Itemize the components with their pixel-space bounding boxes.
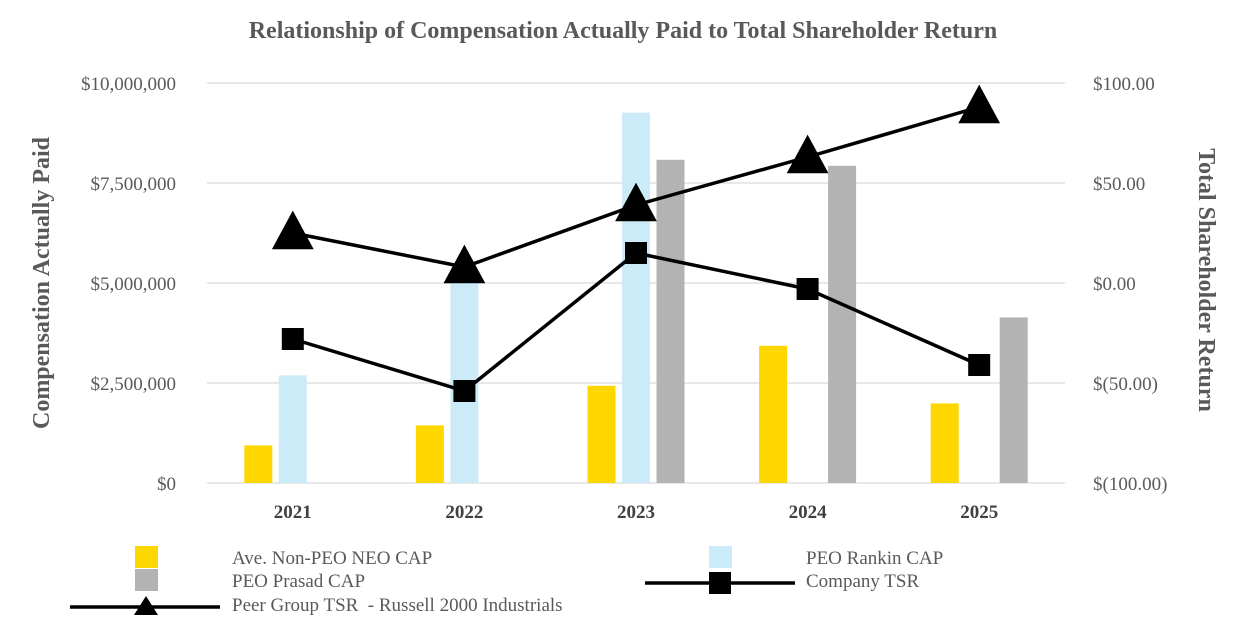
x-tick-label: 2021 bbox=[274, 502, 312, 523]
y-tick-left: $10,000,000 bbox=[81, 74, 176, 95]
peer-tsr-marker bbox=[786, 134, 829, 174]
company-tsr-marker bbox=[625, 242, 647, 264]
legend-marker-company-tsr bbox=[709, 572, 731, 594]
company-tsr-marker bbox=[796, 278, 819, 300]
x-tick-label: 2023 bbox=[617, 502, 655, 523]
legend-marker-peer-tsr bbox=[134, 596, 158, 615]
y-tick-left: $2,500,000 bbox=[91, 374, 177, 395]
peer-tsr-marker bbox=[615, 182, 657, 222]
legend-label-rankin: PEO Rankin CAP bbox=[806, 548, 943, 569]
y-tick-left: $5,000,000 bbox=[91, 274, 177, 295]
peer-tsr-marker bbox=[443, 244, 486, 284]
bar-1 bbox=[587, 385, 616, 483]
x-tick-label: 2022 bbox=[445, 502, 483, 523]
bar-1 bbox=[415, 425, 444, 483]
legend-label-company-tsr: Company TSR bbox=[806, 571, 919, 592]
chart-title: Relationship of Compensation Actually Pa… bbox=[249, 18, 998, 44]
x-tick-label: 2024 bbox=[789, 502, 828, 523]
y-tick-right: $100.00 bbox=[1093, 74, 1155, 95]
y-axis-left-title: Compensation Actually Paid bbox=[29, 136, 55, 429]
bar-3 bbox=[828, 165, 857, 484]
bars bbox=[244, 112, 1028, 484]
y-axis-right-title: Total Shareholder Return bbox=[1193, 148, 1219, 412]
lines bbox=[271, 84, 1001, 402]
peer-tsr-marker bbox=[271, 210, 314, 250]
company-tsr-marker bbox=[453, 380, 476, 402]
company-tsr-marker bbox=[281, 328, 304, 350]
legend-swatch-rankin bbox=[709, 546, 732, 568]
legend-label-peer-tsr: Peer Group TSR - Russell 2000 Industrial… bbox=[232, 595, 563, 616]
peer-tsr-marker bbox=[958, 84, 1001, 124]
ticks: $0 $(100.00) $2,500,000 $(50.00) $5,000,000 $… bbox=[81, 74, 1167, 523]
legend-label-prasad: PEO Prasad CAP bbox=[232, 571, 365, 592]
bar-3 bbox=[999, 317, 1028, 483]
bar-1 bbox=[759, 345, 788, 483]
y-tick-right: $50.00 bbox=[1093, 174, 1145, 195]
y-tick-right: $(100.00) bbox=[1093, 474, 1167, 495]
bar-1 bbox=[930, 403, 959, 483]
legend-label-non-peo: Ave. Non-PEO NEO CAP bbox=[232, 548, 432, 569]
bar-1 bbox=[244, 445, 273, 483]
y-tick-right: $(50.00) bbox=[1093, 374, 1158, 395]
bar-3 bbox=[656, 159, 685, 484]
bar-2 bbox=[278, 375, 307, 483]
y-tick-left: $0 bbox=[157, 474, 176, 495]
legend-swatch-non-peo bbox=[135, 546, 158, 568]
y-tick-left: $7,500,000 bbox=[91, 174, 177, 195]
legend-swatch-prasad bbox=[135, 569, 158, 591]
x-tick-label: 2025 bbox=[960, 502, 998, 523]
y-tick-right: $0.00 bbox=[1093, 274, 1136, 295]
company-tsr-marker bbox=[968, 354, 991, 376]
bar-2 bbox=[622, 112, 650, 483]
